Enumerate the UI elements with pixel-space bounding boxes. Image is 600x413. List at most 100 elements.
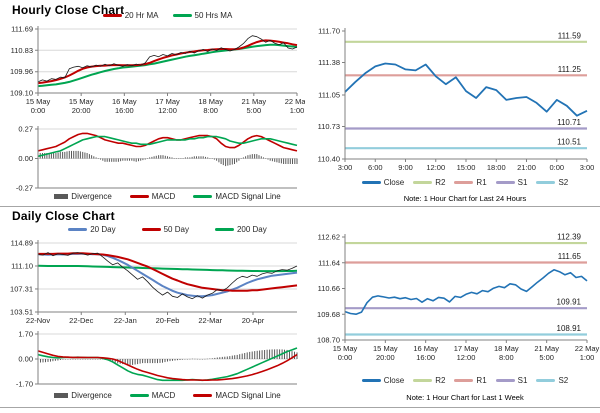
svg-text:112.62: 112.62 — [318, 233, 340, 242]
legend-item-macd-signal-line: MACD Signal Line — [193, 192, 281, 201]
svg-text:109.91: 109.91 — [557, 298, 582, 307]
horizontal-divider — [0, 206, 600, 207]
svg-text:109.68: 109.68 — [317, 310, 340, 319]
hourly-macd-legend: Divergence MACD MACD Signal Line — [38, 192, 297, 201]
legend-item-r2: R2 — [413, 178, 445, 187]
svg-text:17 May: 17 May — [454, 344, 479, 353]
svg-text:112.39: 112.39 — [557, 233, 581, 242]
svg-text:0:00: 0:00 — [549, 163, 564, 172]
svg-text:0:00: 0:00 — [31, 106, 46, 115]
daily-pivot-legend: Close R2 R1 S1 S2 — [345, 376, 585, 385]
daily-chart-title: Daily Close Chart — [12, 209, 115, 223]
svg-text:111.59: 111.59 — [558, 31, 582, 40]
svg-text:22-Mar: 22-Mar — [198, 316, 222, 325]
macd-signal-line-swatch — [193, 195, 213, 198]
svg-text:12:00: 12:00 — [457, 353, 476, 362]
svg-text:21:00: 21:00 — [517, 163, 536, 172]
daily-macd-chart: 1.70 0.00 -1.70 — [16, 330, 298, 389]
legend-item-macd: MACD — [129, 192, 175, 201]
legend-label: S1 — [517, 178, 528, 187]
legend-label: S2 — [558, 376, 569, 385]
legend-item-close: Close — [361, 178, 405, 187]
divergence-swatch — [54, 393, 69, 398]
hourly-chart-title: Hourly Close Chart — [12, 3, 125, 17]
svg-text:107.31: 107.31 — [10, 284, 33, 293]
svg-text:22 May: 22 May — [285, 97, 305, 106]
svg-text:15:00: 15:00 — [457, 163, 476, 172]
daily-close-legend: 20 Day 50 Day 200 Day — [38, 225, 297, 234]
svg-text:0.00: 0.00 — [18, 154, 33, 163]
svg-text:20-Feb: 20-Feb — [156, 316, 180, 325]
svg-text:12:00: 12:00 — [158, 106, 177, 115]
legend-item-200-day: 200 Day — [214, 225, 267, 234]
svg-text:22 May: 22 May — [575, 344, 600, 353]
legend-item-50-hrs-ma: 50 Hrs MA — [172, 11, 232, 20]
legend-label: 20 Hr MA — [124, 11, 159, 20]
svg-text:22-Jan: 22-Jan — [114, 316, 137, 325]
legend-label: R2 — [435, 376, 446, 385]
legend-item-50-day: 50 Day — [141, 225, 189, 234]
50-hrs-ma-swatch — [172, 14, 192, 17]
svg-text:20:00: 20:00 — [72, 106, 91, 115]
legend-label: 20 Day — [90, 225, 116, 234]
svg-text:15 May: 15 May — [333, 344, 358, 353]
svg-text:108.91: 108.91 — [557, 324, 582, 333]
20-hr-ma-swatch — [102, 14, 122, 17]
svg-text:110.73: 110.73 — [318, 122, 340, 131]
legend-item-s2: S2 — [536, 376, 568, 385]
svg-text:108.70: 108.70 — [317, 336, 340, 345]
svg-text:111.25: 111.25 — [558, 65, 582, 74]
legend-label: Close — [383, 178, 405, 187]
svg-text:5:00: 5:00 — [247, 106, 262, 115]
svg-text:110.83: 110.83 — [11, 46, 33, 55]
macd-signal-line-swatch — [193, 394, 213, 397]
svg-text:18:00: 18:00 — [487, 163, 506, 172]
legend-item-s2: S2 — [536, 178, 568, 187]
svg-text:8:00: 8:00 — [203, 106, 218, 115]
svg-text:3:00: 3:00 — [580, 163, 595, 172]
s1-swatch — [495, 379, 515, 382]
svg-text:114.89: 114.89 — [11, 239, 33, 248]
svg-text:8:00: 8:00 — [499, 353, 514, 362]
svg-text:16:00: 16:00 — [416, 353, 435, 362]
daily-pivot-note: Note: 1 Hour Chart for Last 1 Week — [406, 393, 524, 402]
svg-text:22-Nov: 22-Nov — [26, 316, 50, 325]
legend-label: Close — [383, 376, 405, 385]
svg-text:111.70: 111.70 — [318, 27, 340, 36]
legend-label: Divergence — [71, 192, 112, 201]
macd-swatch — [129, 195, 149, 198]
r2-swatch — [413, 379, 433, 382]
svg-text:110.40: 110.40 — [318, 155, 340, 164]
legend-label: MACD — [151, 391, 176, 400]
svg-text:21 May: 21 May — [242, 97, 267, 106]
svg-text:103.51: 103.51 — [10, 308, 33, 317]
svg-text:17 May: 17 May — [155, 97, 180, 106]
svg-text:6:00: 6:00 — [368, 163, 383, 172]
svg-text:16 May: 16 May — [413, 344, 438, 353]
s2-swatch — [536, 181, 556, 184]
hourly-pivot-chart: 111.59 111.25 110.71 110.51 111.70 111.38 111.… — [318, 27, 595, 173]
svg-text:5:00: 5:00 — [539, 353, 554, 362]
svg-text:111.05: 111.05 — [318, 91, 340, 100]
svg-text:1:00: 1:00 — [580, 353, 595, 362]
hourly-macd-chart: 0.27 0.00 -0.27 — [16, 125, 298, 192]
svg-text:16 May: 16 May — [112, 97, 137, 106]
svg-text:110.51: 110.51 — [557, 138, 581, 147]
legend-item-s1: S1 — [495, 376, 527, 385]
svg-text:1:00: 1:00 — [290, 106, 305, 115]
daily-macd-legend: Divergence MACD MACD Signal Line — [38, 391, 297, 400]
legend-item-divergence: Divergence — [54, 391, 112, 400]
daily-pivot-chart: 112.39 111.65 109.91 108.91 112.62 111.64 110.… — [317, 233, 600, 363]
svg-text:18 May: 18 May — [494, 344, 519, 353]
svg-text:15 May: 15 May — [26, 97, 51, 106]
svg-text:111.65: 111.65 — [558, 252, 582, 261]
legend-item-close: Close — [361, 376, 405, 385]
s2-swatch — [536, 379, 556, 382]
legend-item-macd-signal-line: MACD Signal Line — [193, 391, 281, 400]
horizontal-divider-bottom — [0, 407, 600, 408]
macd-swatch — [129, 394, 149, 397]
svg-text:109.10: 109.10 — [10, 89, 33, 98]
close-swatch — [361, 379, 381, 382]
